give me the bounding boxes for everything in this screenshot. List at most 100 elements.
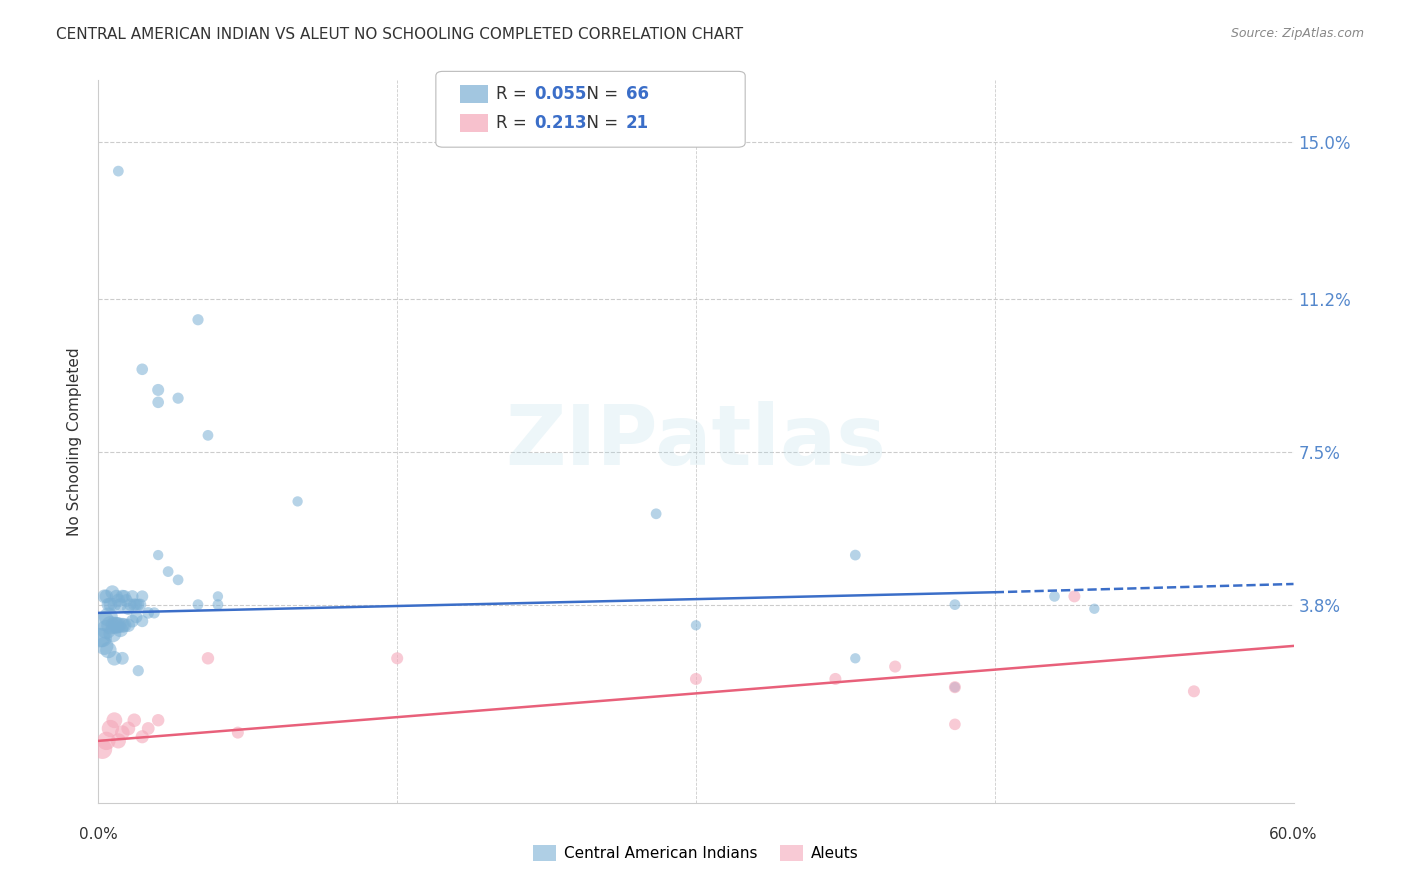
Point	[103, 598, 125, 612]
Point	[107, 164, 129, 178]
Point	[844, 651, 866, 665]
Point	[96, 590, 118, 604]
Point	[943, 680, 966, 694]
Text: R =: R =	[496, 85, 533, 103]
Point	[98, 618, 122, 632]
Point	[103, 618, 125, 632]
Text: 0.0%: 0.0%	[79, 827, 118, 841]
Point	[136, 606, 159, 620]
Point	[943, 680, 966, 694]
Point	[107, 593, 129, 607]
Point	[125, 598, 148, 612]
Point	[287, 494, 309, 508]
Point	[96, 734, 118, 748]
Point	[124, 598, 146, 612]
Point	[110, 623, 132, 637]
Text: 66: 66	[626, 85, 648, 103]
Point	[97, 598, 120, 612]
Point	[385, 651, 409, 665]
Point	[136, 722, 159, 736]
Point	[105, 618, 128, 632]
Point	[101, 585, 124, 599]
Point	[125, 610, 148, 624]
Point	[127, 664, 149, 678]
Text: 0.213: 0.213	[534, 114, 586, 132]
Point	[645, 507, 668, 521]
Text: CENTRAL AMERICAN INDIAN VS ALEUT NO SCHOOLING COMPLETED CORRELATION CHART: CENTRAL AMERICAN INDIAN VS ALEUT NO SCHO…	[56, 27, 744, 42]
Point	[143, 606, 166, 620]
Point	[98, 722, 122, 736]
Point	[89, 631, 111, 645]
Point	[111, 651, 134, 665]
Legend: Central American Indians, Aleuts: Central American Indians, Aleuts	[527, 839, 865, 867]
Point	[131, 614, 153, 628]
Point	[187, 312, 209, 326]
Point	[103, 651, 125, 665]
Point	[943, 598, 966, 612]
Point	[103, 713, 125, 727]
Text: 0.055: 0.055	[534, 85, 586, 103]
Point	[112, 590, 135, 604]
Point	[121, 614, 143, 628]
Point	[117, 722, 139, 736]
Point	[115, 593, 138, 607]
Point	[1083, 601, 1105, 615]
Point	[105, 590, 128, 604]
Text: 60.0%: 60.0%	[1270, 827, 1317, 841]
Text: R =: R =	[496, 114, 533, 132]
Point	[884, 659, 907, 673]
Point	[93, 614, 115, 628]
Point	[824, 672, 846, 686]
Point	[226, 725, 249, 739]
Point	[117, 618, 139, 632]
Point	[131, 362, 153, 376]
Point	[148, 395, 170, 409]
Text: ZIPatlas: ZIPatlas	[506, 401, 886, 482]
Point	[127, 598, 149, 612]
Point	[157, 565, 180, 579]
Point	[91, 631, 114, 645]
Point	[93, 590, 115, 604]
Point	[148, 383, 170, 397]
Text: Source: ZipAtlas.com: Source: ZipAtlas.com	[1230, 27, 1364, 40]
Point	[107, 618, 129, 632]
Point	[107, 734, 129, 748]
Point	[207, 590, 229, 604]
Point	[167, 391, 190, 405]
Point	[685, 618, 707, 632]
Point	[844, 548, 866, 562]
Point	[1063, 590, 1085, 604]
Point	[197, 651, 219, 665]
Point	[120, 598, 142, 612]
Point	[1043, 590, 1066, 604]
Point	[117, 601, 139, 615]
Point	[197, 428, 219, 442]
Point	[685, 672, 707, 686]
Point	[207, 598, 229, 612]
Y-axis label: No Schooling Completed: No Schooling Completed	[67, 347, 83, 536]
Point	[91, 742, 114, 756]
Point	[131, 590, 153, 604]
Point	[187, 598, 209, 612]
Point	[124, 713, 146, 727]
Point	[110, 598, 132, 612]
Point	[111, 590, 134, 604]
Point	[167, 573, 190, 587]
Point	[97, 610, 120, 624]
Point	[101, 626, 124, 640]
Point	[121, 590, 143, 604]
Point	[97, 643, 120, 657]
Text: N =: N =	[576, 85, 624, 103]
Point	[98, 598, 122, 612]
Point	[111, 725, 134, 739]
Point	[93, 639, 115, 653]
Point	[96, 623, 118, 637]
Point	[111, 618, 134, 632]
Point	[148, 548, 170, 562]
Point	[112, 618, 135, 632]
Text: 21: 21	[626, 114, 648, 132]
Point	[131, 730, 153, 744]
Point	[1182, 684, 1205, 698]
Point	[129, 598, 152, 612]
Point	[943, 717, 966, 731]
